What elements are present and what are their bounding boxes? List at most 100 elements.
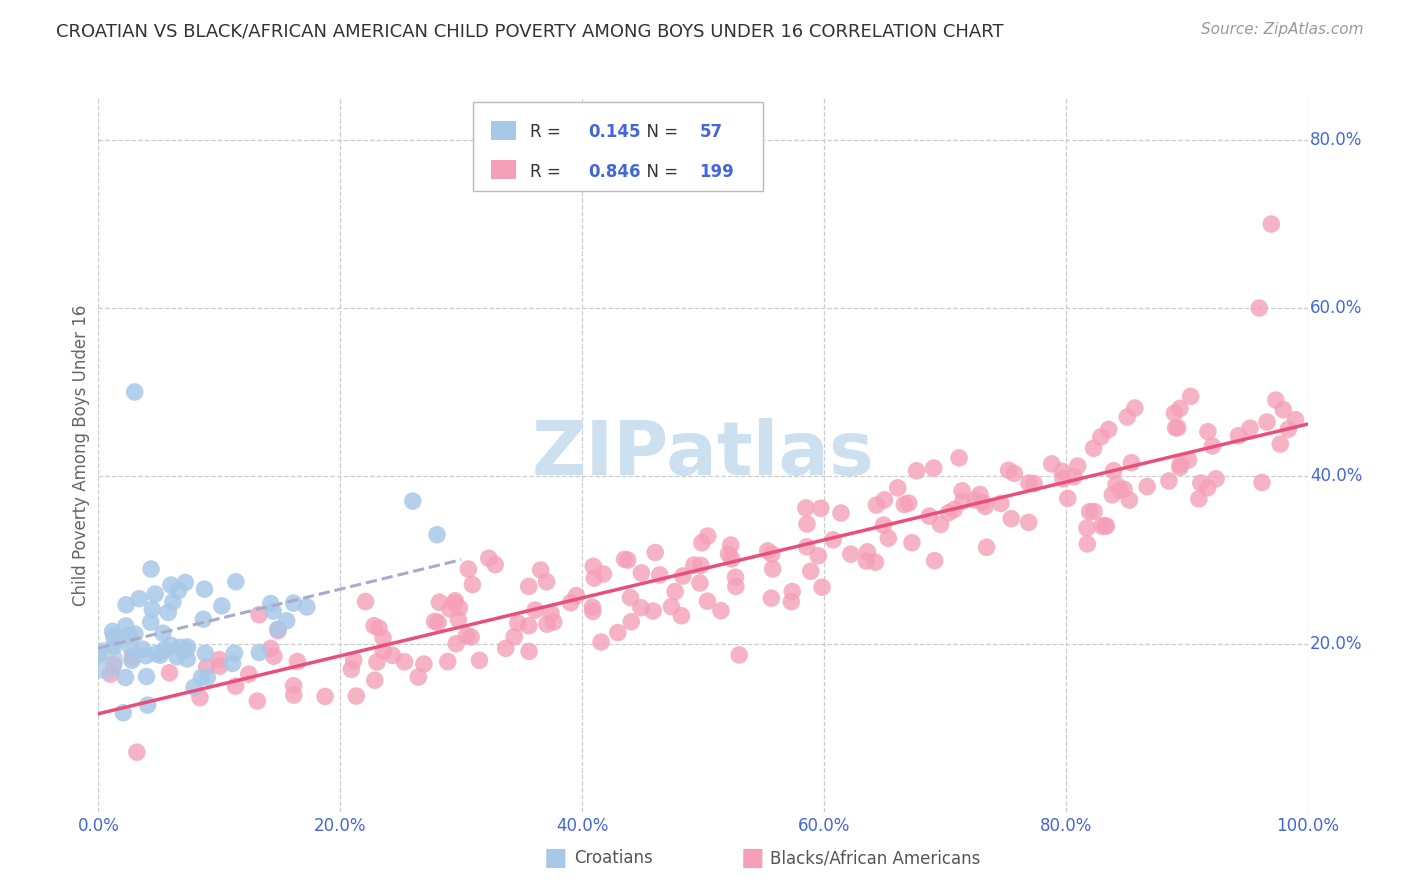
Point bbox=[536, 574, 558, 589]
Point bbox=[112, 706, 135, 720]
Point bbox=[128, 591, 150, 606]
Point bbox=[276, 614, 298, 628]
Point bbox=[724, 570, 747, 584]
Point bbox=[93, 654, 115, 668]
Point bbox=[103, 629, 125, 643]
Point bbox=[717, 547, 740, 561]
Text: R =: R = bbox=[530, 123, 567, 141]
Point bbox=[145, 647, 167, 661]
Point bbox=[517, 644, 540, 658]
Point bbox=[592, 566, 614, 581]
Point bbox=[839, 547, 862, 561]
Point bbox=[107, 632, 129, 646]
Point bbox=[125, 745, 148, 759]
Point bbox=[1168, 458, 1191, 472]
Point bbox=[408, 670, 430, 684]
Point bbox=[427, 615, 450, 630]
Point bbox=[118, 628, 141, 642]
Point bbox=[672, 569, 695, 583]
Point bbox=[922, 461, 945, 475]
Point bbox=[166, 649, 188, 664]
Point bbox=[1264, 392, 1286, 407]
Point bbox=[314, 690, 336, 704]
Point bbox=[1251, 475, 1274, 490]
Point bbox=[762, 562, 785, 576]
Point bbox=[340, 662, 363, 676]
Point bbox=[343, 653, 366, 667]
Point bbox=[1189, 476, 1212, 491]
Point bbox=[1105, 477, 1128, 491]
Point bbox=[613, 552, 636, 566]
Point bbox=[262, 604, 284, 618]
Point bbox=[807, 549, 830, 563]
Point bbox=[1168, 401, 1191, 416]
Point bbox=[412, 657, 434, 671]
Point bbox=[963, 492, 986, 507]
Text: R =: R = bbox=[530, 162, 567, 180]
Point bbox=[283, 688, 305, 702]
Point bbox=[139, 615, 162, 630]
Point bbox=[855, 554, 877, 568]
Point bbox=[644, 545, 666, 559]
Point bbox=[139, 562, 162, 576]
Point bbox=[873, 492, 896, 507]
Point bbox=[796, 540, 818, 554]
Point bbox=[224, 646, 246, 660]
Point bbox=[354, 594, 377, 608]
Text: Croatians: Croatians bbox=[574, 849, 652, 867]
Point bbox=[969, 487, 991, 501]
Point bbox=[581, 600, 603, 615]
Point bbox=[208, 659, 231, 673]
Point bbox=[950, 483, 973, 498]
Point bbox=[1018, 516, 1040, 530]
Point bbox=[972, 495, 994, 509]
Point bbox=[260, 641, 283, 656]
Text: 80.0%: 80.0% bbox=[1310, 131, 1362, 149]
Point bbox=[897, 496, 920, 510]
Point bbox=[671, 608, 693, 623]
Point bbox=[195, 660, 218, 674]
Point bbox=[794, 500, 817, 515]
Point bbox=[811, 580, 834, 594]
Point bbox=[124, 384, 146, 399]
Point bbox=[1180, 389, 1202, 403]
Point bbox=[1270, 437, 1292, 451]
Text: CROATIAN VS BLACK/AFRICAN AMERICAN CHILD POVERTY AMONG BOYS UNDER 16 CORRELATION: CROATIAN VS BLACK/AFRICAN AMERICAN CHILD… bbox=[56, 22, 1004, 40]
Point bbox=[103, 640, 125, 654]
Point bbox=[449, 600, 471, 615]
Point bbox=[1050, 464, 1073, 478]
Point bbox=[506, 615, 529, 630]
Point bbox=[174, 642, 197, 657]
Point bbox=[188, 690, 211, 705]
Point bbox=[263, 649, 285, 664]
Text: ■: ■ bbox=[741, 847, 763, 870]
Point bbox=[444, 593, 467, 607]
Point bbox=[152, 626, 174, 640]
Point bbox=[195, 670, 218, 684]
Text: 57: 57 bbox=[699, 123, 723, 141]
Point bbox=[447, 613, 470, 627]
Point bbox=[283, 596, 305, 610]
Point bbox=[1040, 457, 1063, 471]
Point bbox=[905, 464, 928, 478]
Point bbox=[780, 595, 803, 609]
Point bbox=[1098, 422, 1121, 436]
Point bbox=[1083, 442, 1105, 456]
Point bbox=[720, 538, 742, 552]
Point bbox=[524, 603, 547, 617]
Point bbox=[121, 653, 143, 667]
Point bbox=[285, 655, 308, 669]
Point bbox=[1090, 430, 1112, 444]
Point bbox=[101, 624, 124, 639]
Point bbox=[246, 694, 269, 708]
Text: 60.0%: 60.0% bbox=[1310, 299, 1362, 317]
Point bbox=[208, 652, 231, 666]
Text: 20.0%: 20.0% bbox=[1310, 635, 1362, 653]
Point bbox=[183, 681, 205, 695]
Point bbox=[121, 650, 143, 665]
Point bbox=[366, 655, 388, 669]
Text: N =: N = bbox=[637, 123, 683, 141]
Point bbox=[696, 529, 718, 543]
Point bbox=[517, 619, 540, 633]
Point bbox=[997, 463, 1019, 477]
